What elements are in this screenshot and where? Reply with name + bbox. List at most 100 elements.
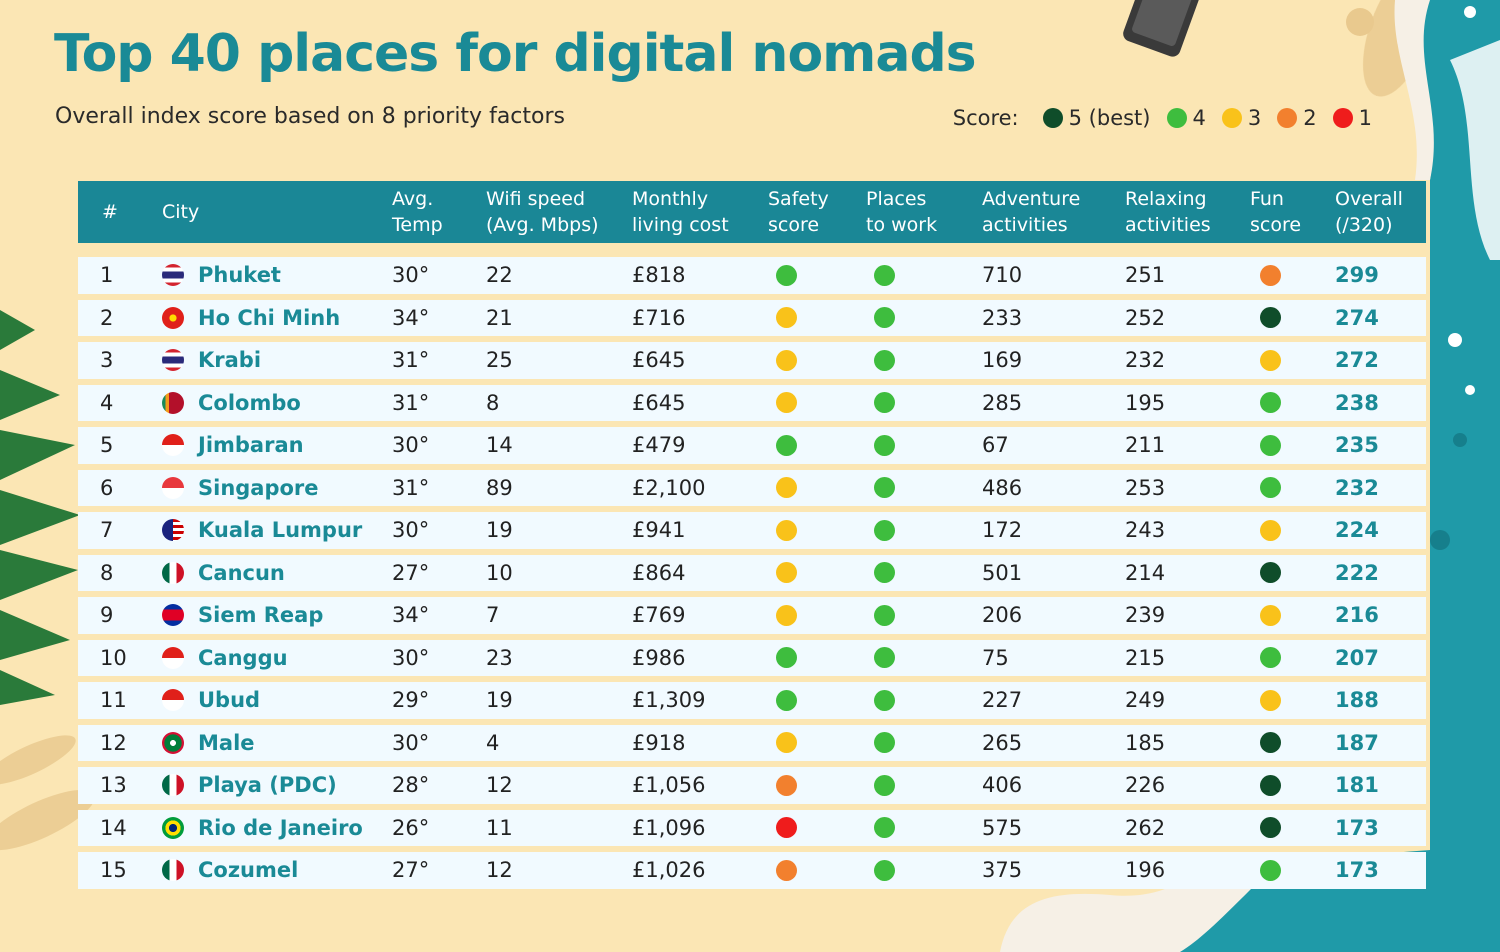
cell-rank: 15 bbox=[100, 858, 127, 883]
header-relaxing: Relaxing activities bbox=[1125, 188, 1211, 236]
legend-item-5: 5 (best) bbox=[1068, 106, 1151, 130]
score-legend: Score: 5 (best) 4 3 2 1 bbox=[953, 104, 1372, 132]
cell-adventure: 710 bbox=[982, 263, 1023, 288]
cell-adventure: 575 bbox=[982, 815, 1023, 840]
city-name: Cozumel bbox=[198, 858, 299, 883]
fun-score-dot bbox=[1260, 349, 1281, 371]
work-score-dot bbox=[874, 604, 895, 626]
cell-relaxing: 253 bbox=[1125, 475, 1166, 500]
cell-safety bbox=[768, 774, 866, 796]
cell-cost: £769 bbox=[632, 603, 686, 628]
cell-cost: £645 bbox=[632, 348, 686, 373]
flag-singapore-icon bbox=[162, 476, 184, 499]
cell-city: Kuala Lumpur bbox=[158, 518, 392, 542]
cell-overall: 207 bbox=[1335, 646, 1426, 670]
cell-wifi: 10 bbox=[486, 560, 513, 585]
cell-fun bbox=[1250, 774, 1335, 796]
cell-temp: 28° bbox=[392, 773, 430, 798]
work-score-dot bbox=[874, 392, 895, 414]
cell-overall: 181 bbox=[1335, 773, 1426, 797]
cell-safety bbox=[768, 647, 866, 669]
legend-item-4: 4 bbox=[1192, 106, 1206, 130]
overall-score: 224 bbox=[1335, 518, 1379, 543]
cell-work bbox=[866, 817, 982, 839]
cell-safety bbox=[768, 859, 866, 881]
cell-cost: £1,309 bbox=[632, 688, 706, 713]
cell-rank: 1 bbox=[100, 263, 114, 288]
cell-cost: £479 bbox=[632, 433, 686, 458]
table-row: 12 Male 30° 4 £918 265 185 187 bbox=[78, 724, 1426, 761]
cell-temp: 30° bbox=[392, 645, 430, 670]
cell-wifi: 25 bbox=[486, 348, 513, 373]
cell-safety bbox=[768, 307, 866, 329]
cell-city: Cozumel bbox=[158, 858, 392, 882]
cell-adventure: 501 bbox=[982, 560, 1023, 585]
cell-city: Canggu bbox=[158, 646, 392, 670]
cell-city: Jimbaran bbox=[158, 433, 392, 457]
legend-item-2: 2 bbox=[1303, 106, 1317, 130]
header-temp: Avg. Temp bbox=[392, 188, 443, 236]
cell-temp: 31° bbox=[392, 390, 430, 415]
city-name: Jimbaran bbox=[198, 433, 304, 458]
cell-work bbox=[866, 732, 982, 754]
city-name: Phuket bbox=[198, 263, 281, 288]
cell-work bbox=[866, 647, 982, 669]
cell-city: Male bbox=[158, 731, 392, 755]
cell-relaxing: 262 bbox=[1125, 815, 1166, 840]
cell-fun bbox=[1250, 647, 1335, 669]
cell-wifi: 19 bbox=[486, 688, 513, 713]
work-score-dot bbox=[874, 689, 895, 711]
cell-fun bbox=[1250, 519, 1335, 541]
city-name: Singapore bbox=[198, 475, 319, 500]
overall-score: 188 bbox=[1335, 688, 1379, 713]
cell-temp: 26° bbox=[392, 815, 430, 840]
table-row: 13 Playa (PDC) 28° 12 £1,056 406 226 181 bbox=[78, 767, 1426, 804]
legend-item-3: 3 bbox=[1247, 106, 1262, 130]
table-row: 6 Singapore 31° 89 £2,100 486 253 232 bbox=[78, 469, 1426, 506]
cell-overall: 299 bbox=[1335, 263, 1426, 287]
work-score-dot bbox=[874, 732, 895, 754]
cell-fun bbox=[1250, 392, 1335, 414]
cell-safety bbox=[768, 477, 866, 499]
cell-rank: 8 bbox=[100, 560, 114, 585]
fun-score-dot bbox=[1260, 689, 1281, 711]
cell-adventure: 285 bbox=[982, 390, 1023, 415]
safety-score-dot bbox=[776, 689, 797, 711]
cell-adventure: 206 bbox=[982, 603, 1023, 628]
table-row: 5 Jimbaran 30° 14 £479 67 211 235 bbox=[78, 427, 1426, 464]
table-row: 14 Rio de Janeiro 26° 11 £1,096 575 262 173 bbox=[78, 809, 1426, 846]
fun-score-dot bbox=[1260, 647, 1281, 669]
work-score-dot bbox=[874, 264, 895, 286]
work-score-dot bbox=[874, 647, 895, 669]
header-safety: Safety score bbox=[768, 188, 829, 236]
cell-wifi: 4 bbox=[486, 730, 500, 755]
cell-work bbox=[866, 859, 982, 881]
cell-wifi: 89 bbox=[486, 475, 513, 500]
cell-adventure: 172 bbox=[982, 518, 1023, 543]
cell-city: Siem Reap bbox=[158, 603, 392, 627]
legend-dot-2 bbox=[1277, 108, 1298, 128]
cell-rank: 11 bbox=[100, 688, 127, 713]
cell-city: Ho Chi Minh bbox=[158, 306, 392, 330]
cell-overall: 187 bbox=[1335, 731, 1426, 755]
safety-score-dot bbox=[776, 264, 797, 286]
safety-score-dot bbox=[776, 774, 797, 796]
safety-score-dot bbox=[776, 519, 797, 541]
cell-safety bbox=[768, 817, 866, 839]
fun-score-dot bbox=[1260, 817, 1281, 839]
cell-overall: 235 bbox=[1335, 433, 1426, 457]
overall-score: 299 bbox=[1335, 263, 1379, 288]
cell-overall: 222 bbox=[1335, 561, 1426, 585]
cell-adventure: 169 bbox=[982, 348, 1023, 373]
cell-cost: £918 bbox=[632, 730, 686, 755]
fun-score-dot bbox=[1260, 859, 1281, 881]
cell-temp: 34° bbox=[392, 305, 430, 330]
overall-score: 173 bbox=[1335, 858, 1379, 883]
cell-fun bbox=[1250, 264, 1335, 286]
safety-score-dot bbox=[776, 434, 797, 456]
cell-temp: 31° bbox=[392, 348, 430, 373]
overall-score: 274 bbox=[1335, 305, 1379, 330]
city-name: Colombo bbox=[198, 390, 301, 415]
cell-wifi: 8 bbox=[486, 390, 500, 415]
cell-relaxing: 215 bbox=[1125, 645, 1166, 670]
